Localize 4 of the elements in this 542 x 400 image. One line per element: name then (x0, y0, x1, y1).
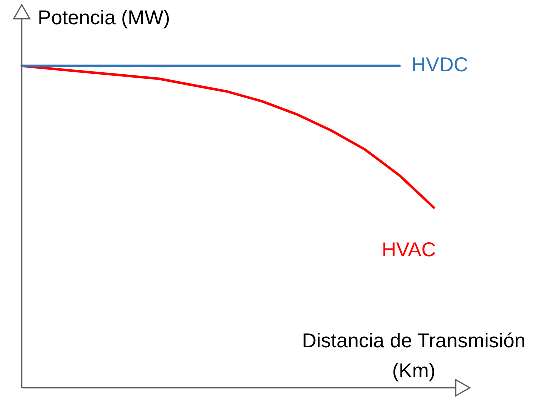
x-axis-title: Distancia de Transmisión (Km) (302, 330, 526, 383)
y-axis-title: Potencia (MW) (38, 8, 170, 30)
series-label: HVAC (382, 239, 436, 262)
series-label: HVDC (412, 54, 468, 77)
